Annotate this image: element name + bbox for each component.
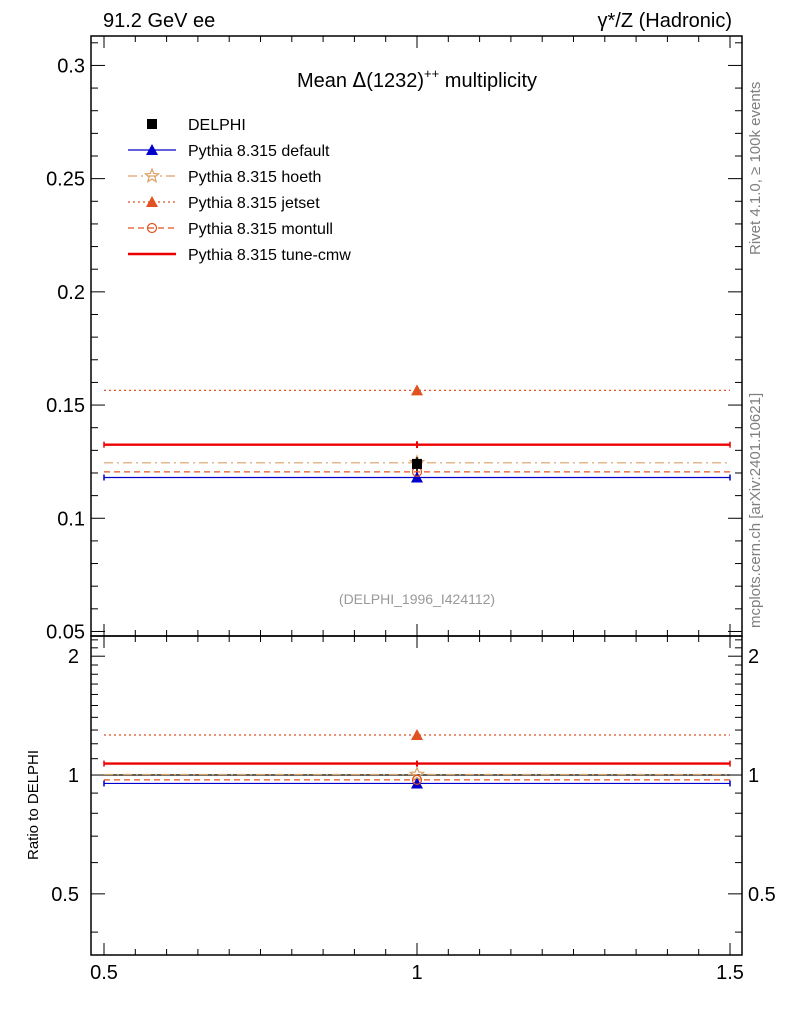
ratio-ylabel: Ratio to DELPHI	[25, 750, 42, 860]
legend-entry: Pythia 8.315 jetset	[128, 195, 320, 212]
chart-title-prefix: Mean	[297, 70, 353, 92]
ratio-series-point	[411, 777, 423, 789]
reference-tag: (DELPHI_1996_I424112)	[339, 591, 495, 607]
main-y-tick-label: 0.3	[57, 55, 85, 77]
x-tick-label: 1.5	[716, 962, 744, 984]
main-y-tick-label: 0.2	[57, 282, 85, 304]
ratio-series-point	[408, 765, 426, 782]
x-tick-label: 0.5	[90, 962, 118, 984]
legend-entry: Pythia 8.315 tune-cmw	[128, 247, 351, 264]
legend-entry: Pythia 8.315 montull	[128, 221, 333, 238]
ratio-frame	[90, 635, 743, 956]
main-series-point	[411, 384, 423, 396]
ratio-y-tick-label-right: 1	[748, 765, 759, 787]
side-label-top: Rivet 4.1.0, ≥ 100k events	[747, 82, 764, 255]
header-right: γ*/Z (Hadronic)	[598, 10, 732, 32]
main-y-tick-label: 0.1	[57, 508, 85, 530]
legend-entry: Pythia 8.315 default	[128, 143, 330, 160]
ratio-y-tick-label-right: 0.5	[748, 884, 776, 906]
legend-label: Pythia 8.315 default	[188, 143, 330, 160]
ratio-series-point	[411, 728, 423, 740]
chart-title-mid: (1232)	[366, 70, 424, 92]
legend-entry: Pythia 8.315 hoeth	[128, 167, 321, 186]
chart-title-symbol: Δ	[353, 68, 367, 92]
chart-title-sup: ++	[424, 66, 439, 81]
ratio-y-tick-label-left: 0.5	[51, 884, 79, 906]
legend-marker	[143, 167, 161, 184]
ratio-y-tick-label-left: 1	[68, 765, 79, 787]
legend-marker	[146, 196, 158, 207]
legend-marker	[146, 144, 158, 155]
legend-marker	[147, 119, 157, 129]
legend-entry: DELPHI	[147, 117, 246, 134]
main-series-point	[411, 471, 423, 483]
main-y-tick-label: 0.05	[46, 621, 85, 643]
legend-label: Pythia 8.315 montull	[188, 221, 333, 238]
main-y-tick-label: 0.15	[46, 395, 85, 417]
legend-label: Pythia 8.315 hoeth	[188, 169, 321, 186]
legend: DELPHI Pythia 8.315 default Pythia 8.315 h…	[128, 117, 351, 264]
data-point	[412, 458, 422, 469]
x-tick-label: 1	[411, 962, 422, 984]
chart-title: Mean Δ(1232)++ multiplicity	[297, 66, 537, 92]
ratio-y-tick-label-left: 2	[68, 646, 79, 668]
legend-marker	[146, 222, 158, 234]
chart-title-suffix: multiplicity	[439, 70, 537, 92]
legend-label: Pythia 8.315 jetset	[188, 195, 320, 212]
legend-label: DELPHI	[188, 117, 246, 134]
ratio-series-point	[411, 774, 423, 785]
ratio-y-tick-label-right: 2	[748, 646, 759, 668]
side-label-bottom: mcplots.cern.ch [arXiv:2401.10621]	[747, 393, 764, 628]
ratio-plot: 0.5 0.5 1 1 2 2 0.5 1 1.5	[51, 635, 776, 984]
header-left: 91.2 GeV ee	[103, 10, 215, 32]
main-y-tick-label: 0.25	[46, 169, 85, 191]
legend-label: Pythia 8.315 tune-cmw	[188, 247, 351, 264]
